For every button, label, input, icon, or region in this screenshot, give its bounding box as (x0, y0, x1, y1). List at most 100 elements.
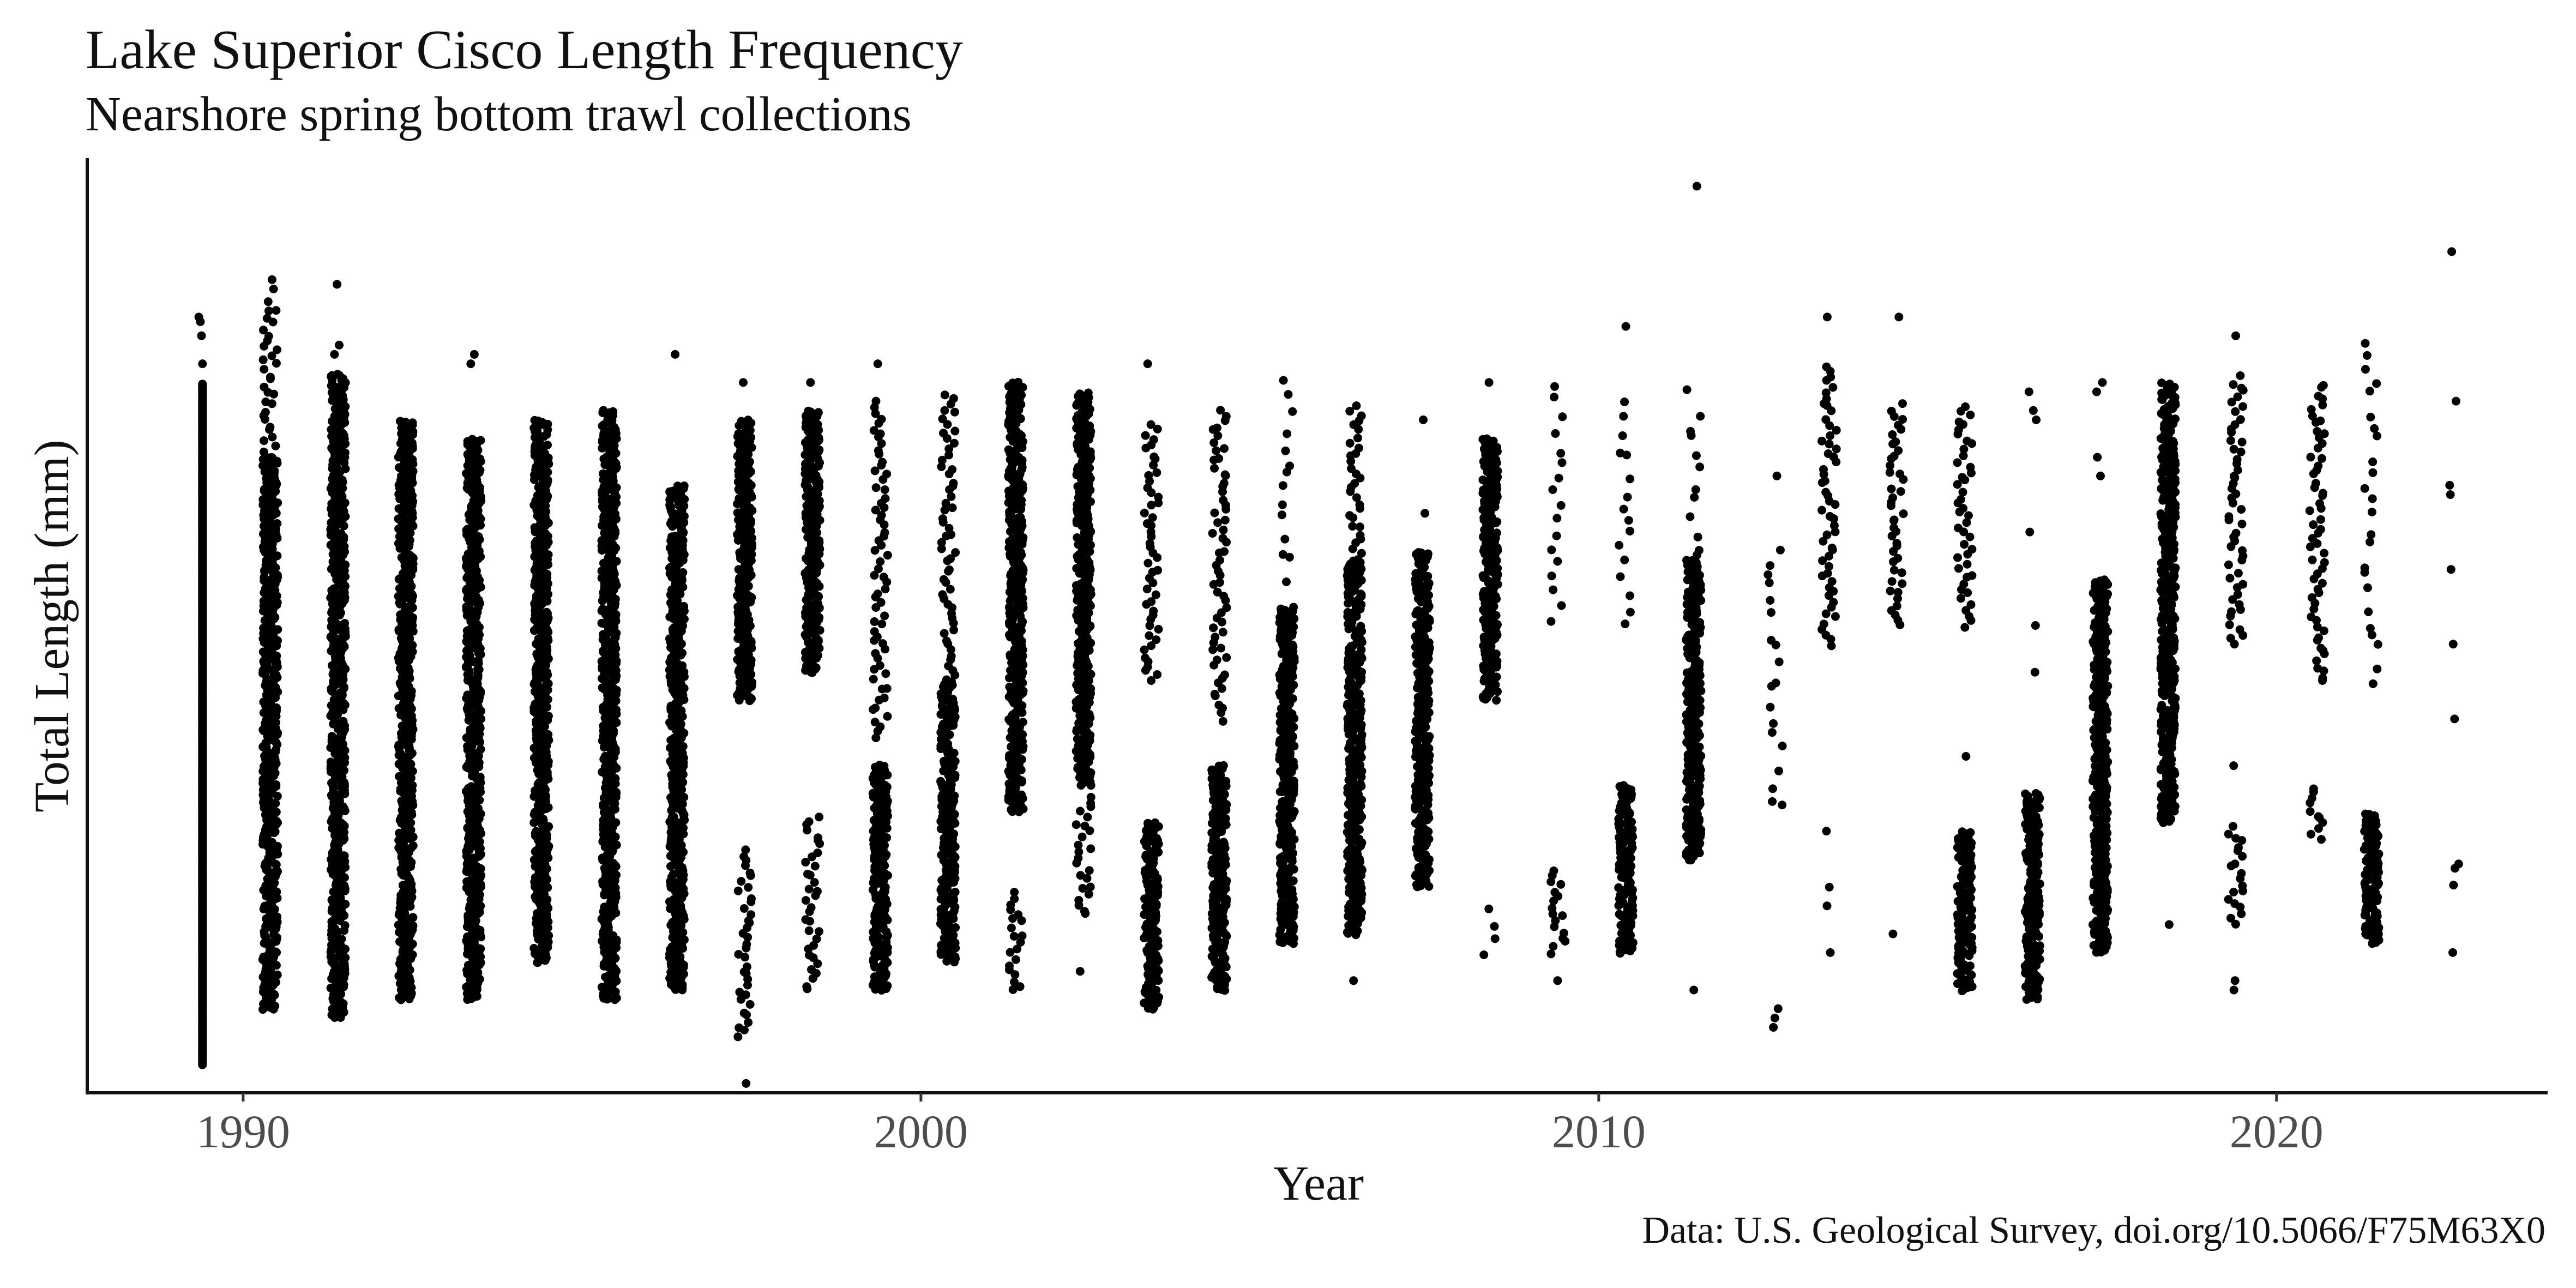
data-point (810, 878, 819, 887)
data-point (747, 910, 756, 919)
data-points (194, 182, 2463, 1088)
data-point (408, 781, 417, 790)
data-point (744, 1018, 753, 1027)
data-point (609, 407, 618, 416)
data-point (734, 429, 743, 438)
data-point (266, 423, 275, 432)
data-point (530, 416, 539, 425)
data-point (742, 1079, 751, 1088)
data-point (260, 382, 269, 392)
data-point (272, 359, 281, 368)
data-point (261, 397, 270, 406)
data-point (735, 988, 744, 997)
data-point (273, 551, 282, 561)
data-point (339, 717, 348, 726)
data-point (744, 883, 753, 892)
data-point (197, 331, 206, 340)
data-point (812, 934, 821, 943)
data-point (735, 1023, 744, 1032)
data-point (198, 359, 207, 369)
data-point (737, 877, 746, 886)
data-point (260, 436, 268, 446)
data-point (806, 903, 816, 912)
data-point (745, 868, 755, 877)
data-point (395, 772, 404, 781)
data-point (673, 482, 682, 491)
data-point (671, 350, 680, 359)
data-point (258, 355, 268, 364)
data-point (468, 435, 477, 444)
data-point (815, 812, 824, 822)
data-point (260, 485, 269, 494)
data-point (801, 915, 810, 924)
data-point (268, 432, 277, 442)
data-point (273, 867, 282, 876)
data-point (466, 359, 476, 369)
data-point (804, 817, 814, 826)
data-point (804, 884, 814, 894)
data-point (408, 841, 418, 850)
data-point (335, 371, 344, 380)
chart-title: Lake Superior Cisco Length Frequency (86, 19, 963, 81)
data-point (733, 886, 743, 895)
data-point (803, 869, 812, 878)
data-point (815, 927, 823, 936)
data-point (401, 417, 410, 426)
data-point (198, 380, 207, 389)
data-point (330, 350, 339, 359)
data-point (336, 818, 345, 827)
data-point (267, 275, 276, 284)
data-point (335, 340, 344, 350)
data-point (259, 326, 268, 335)
chart-subtitle: Nearshore spring bottom trawl collection… (86, 87, 912, 141)
data-point (266, 372, 275, 382)
data-point (408, 913, 417, 922)
data-point (340, 619, 350, 628)
data-point (267, 351, 276, 360)
data-point (812, 887, 822, 896)
data-point (742, 962, 751, 971)
data-point (476, 436, 485, 445)
data-point (734, 950, 743, 959)
data-point (262, 314, 272, 323)
data-point (737, 417, 746, 426)
data-point (263, 297, 273, 306)
data-point (739, 378, 748, 387)
data-point (327, 732, 336, 741)
data-point (802, 982, 811, 991)
data-point (810, 862, 820, 871)
data-point (333, 280, 342, 289)
data-point (267, 453, 276, 462)
data-point (194, 312, 203, 322)
data-point (813, 848, 822, 857)
data-point (273, 345, 281, 354)
data-point (260, 365, 269, 374)
data-point (264, 332, 273, 341)
data-point (745, 1000, 755, 1009)
data-point (408, 647, 417, 656)
data-point (273, 970, 282, 979)
data-point (273, 519, 282, 528)
data-point (747, 894, 756, 903)
data-point (599, 406, 608, 415)
data-point (264, 306, 273, 316)
data-point (741, 845, 750, 854)
data-point (259, 447, 268, 456)
data-point (739, 904, 749, 913)
data-point (408, 950, 417, 959)
data-point (739, 1008, 749, 1018)
data-point (814, 833, 823, 842)
data-point (801, 896, 810, 905)
data-point (470, 350, 479, 359)
data-point (273, 625, 282, 634)
data-point (261, 408, 270, 417)
data-point (271, 441, 280, 450)
data-point (529, 943, 539, 953)
data-point (338, 428, 346, 437)
data-point (272, 306, 281, 315)
data-point (467, 782, 476, 791)
data-point (733, 1032, 743, 1042)
data-point (398, 721, 407, 731)
data-point (329, 887, 338, 896)
